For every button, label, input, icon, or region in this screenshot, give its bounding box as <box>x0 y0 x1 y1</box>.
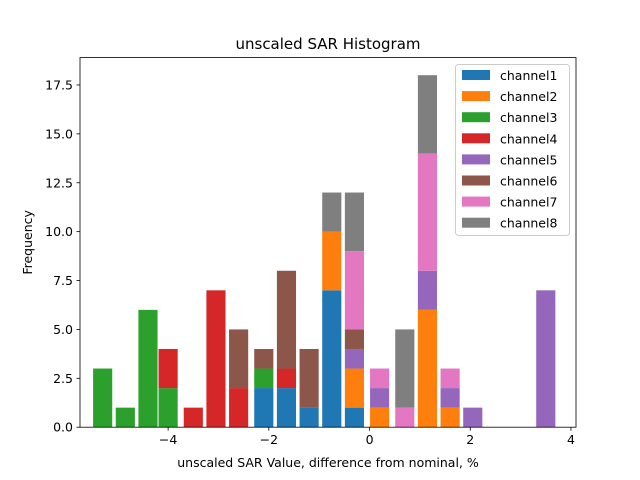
bar-channel6-0 <box>229 329 249 389</box>
legend-label-channel8: channel8 <box>500 216 557 231</box>
legend-swatch-channel3 <box>462 112 490 123</box>
bar-channel3-2 <box>138 309 158 428</box>
bar-channel1-3 <box>322 290 342 428</box>
legend: channel1 channel2 channel3 channel4 channel5… <box>455 64 570 236</box>
x-tick-label: −2 <box>260 432 278 447</box>
x-tick-label: 2 <box>466 432 474 447</box>
bar-channel1-0 <box>254 388 274 428</box>
bar-channel5-0 <box>344 348 365 369</box>
bar-channel7-0 <box>344 251 365 330</box>
x-axis-ticks: −4 −2 0 2 4 <box>159 427 575 447</box>
legend-box <box>455 64 570 236</box>
bar-channel7-2 <box>395 407 415 428</box>
y-tick-label: 10.0 <box>45 224 73 239</box>
legend-label-channel1: channel1 <box>500 68 557 83</box>
bar-channel8-1 <box>344 192 365 252</box>
bar-channel8-2 <box>395 329 415 408</box>
bar-channel2-3 <box>417 309 438 428</box>
legend-swatch-channel1 <box>462 70 490 80</box>
y-tick-label: 5.0 <box>53 322 73 337</box>
bar-channel6-2 <box>276 270 297 369</box>
bar-channel1-2 <box>299 407 319 428</box>
legend-swatch-channel6 <box>462 175 490 186</box>
legend-swatch-channel7 <box>462 196 490 207</box>
legend-label-channel2: channel2 <box>500 89 557 104</box>
bar-channel6-4 <box>344 329 365 349</box>
bar-channel2-0 <box>322 231 342 291</box>
x-tick-label: 0 <box>366 432 374 447</box>
bar-channel3-4 <box>254 368 274 389</box>
bar-channel5-4 <box>463 407 483 428</box>
bar-channel5-3 <box>440 388 460 408</box>
bar-channel7-1 <box>370 368 390 389</box>
bar-channel8-0 <box>322 192 342 232</box>
chart-title: unscaled SAR Histogram <box>235 35 420 53</box>
legend-swatch-channel8 <box>462 217 490 228</box>
x-tick-label: −4 <box>159 432 177 447</box>
bar-channel3-3 <box>158 388 178 428</box>
y-tick-label: 0.0 <box>53 420 73 435</box>
bar-channel2-2 <box>370 407 390 428</box>
bar-channel4-0 <box>158 348 178 389</box>
legend-label-channel4: channel4 <box>500 131 557 146</box>
bar-channel2-4 <box>440 407 460 428</box>
bar-channel4-2 <box>206 290 226 428</box>
x-axis-label: unscaled SAR Value, difference from nomi… <box>177 455 479 470</box>
y-tick-label: 15.0 <box>45 126 73 141</box>
bar-channel5-2 <box>417 270 438 310</box>
y-axis-label: Frequency <box>20 210 35 275</box>
bar-channel3-1 <box>115 407 135 428</box>
bar-channel8-3 <box>417 75 438 154</box>
legend-swatch-channel2 <box>462 91 490 102</box>
bar-channel5-1 <box>370 388 390 408</box>
y-tick-label: 12.5 <box>45 175 73 190</box>
bar-channel4-1 <box>183 407 203 428</box>
bar-channel1-1 <box>276 388 297 428</box>
bar-channel7-4 <box>440 368 460 389</box>
x-tick-label: 4 <box>567 432 575 447</box>
bar-channel6-1 <box>254 348 274 369</box>
bar-channel4-3 <box>229 388 249 428</box>
bar-channel7-3 <box>417 153 438 271</box>
legend-label-channel7: channel7 <box>500 195 557 210</box>
bars-layer <box>93 75 556 428</box>
legend-swatch-channel5 <box>462 154 490 165</box>
legend-swatch-channel4 <box>462 133 490 144</box>
bar-channel6-3 <box>299 348 319 408</box>
bar-channel2-1 <box>344 368 365 408</box>
bar-channel1-4 <box>344 407 365 428</box>
bar-channel5-5 <box>536 290 556 428</box>
y-tick-label: 7.5 <box>53 273 73 288</box>
legend-label-channel6: channel6 <box>500 174 557 189</box>
y-tick-label: 2.5 <box>53 371 73 386</box>
bar-channel3-0 <box>93 368 113 428</box>
plot-area-frame <box>79 57 577 428</box>
legend-label-channel3: channel3 <box>500 110 557 125</box>
y-tick-label: 17.5 <box>45 77 73 92</box>
y-axis-ticks: 0.0 2.5 5.0 7.5 10.0 12.5 15.0 17.5 <box>45 77 80 435</box>
bar-channel4-4 <box>276 368 297 389</box>
legend-label-channel5: channel5 <box>500 152 557 167</box>
